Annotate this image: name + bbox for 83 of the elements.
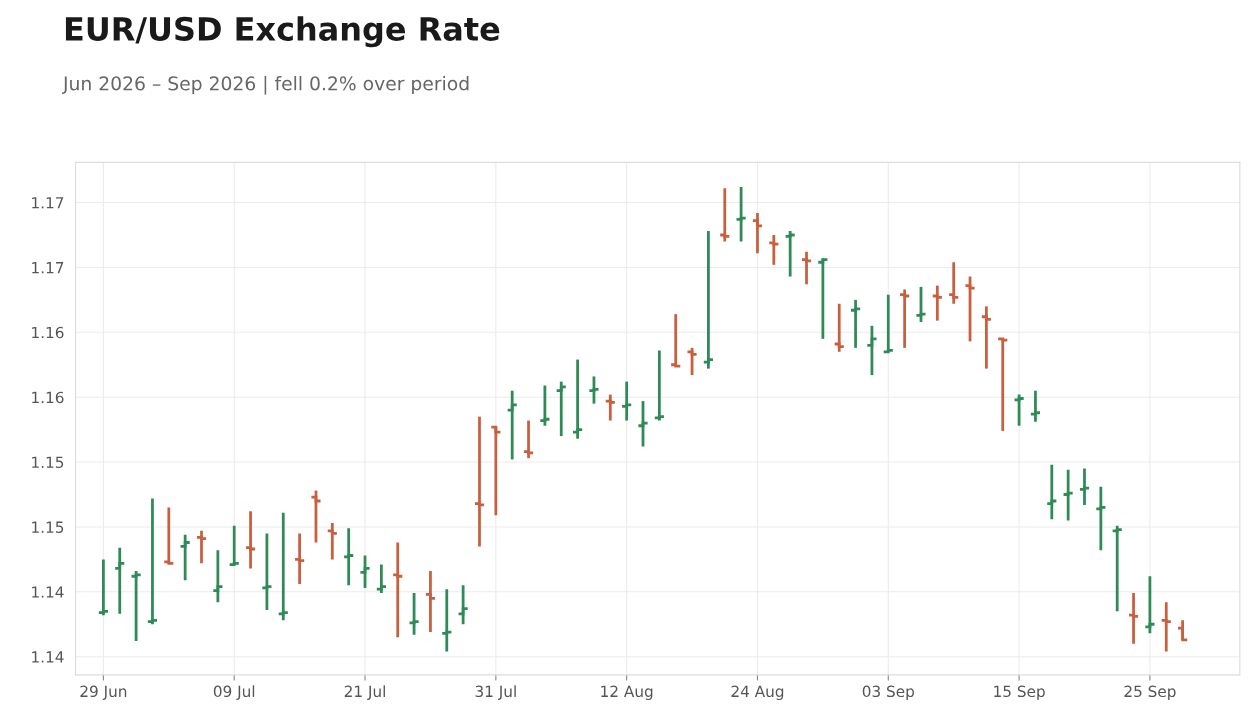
candlestick bbox=[800, 250, 813, 286]
x-tick-label: 31 Jul bbox=[475, 685, 516, 700]
candlestick bbox=[1013, 393, 1026, 428]
candlestick bbox=[751, 211, 764, 255]
candlestick bbox=[931, 284, 944, 323]
x-tick-label: 09 Jul bbox=[213, 685, 255, 700]
chart-subtitle: Jun 2026 – Sep 2026 | fell 0.2% over period bbox=[62, 75, 469, 95]
candlestick bbox=[915, 285, 927, 324]
candlestick bbox=[342, 526, 355, 587]
y-tick-label: 1.16 bbox=[32, 391, 64, 404]
candlestick bbox=[1160, 600, 1173, 653]
candlestick bbox=[162, 506, 175, 565]
candlestick bbox=[865, 324, 878, 377]
candlestick bbox=[669, 312, 682, 368]
candlestick bbox=[767, 233, 780, 267]
candlestick bbox=[1143, 574, 1156, 635]
candlestick bbox=[555, 380, 568, 438]
candlestick bbox=[653, 349, 666, 422]
candlestick bbox=[1127, 591, 1140, 646]
candlestick bbox=[506, 389, 519, 461]
candlestick bbox=[784, 229, 797, 278]
candlestick bbox=[1062, 468, 1075, 522]
candlestick bbox=[538, 384, 551, 428]
candlestick bbox=[996, 337, 1009, 433]
y-tick-label: 1.14 bbox=[32, 651, 64, 663]
candlestick bbox=[473, 415, 486, 548]
x-tick-label: 12 Aug bbox=[601, 685, 653, 701]
y-tick-label: 1.17 bbox=[32, 197, 64, 209]
candlestick bbox=[195, 529, 208, 565]
y-tick-label: 1.17 bbox=[32, 262, 64, 274]
x-tick-label: 25 Sep bbox=[1124, 685, 1176, 701]
candlestick bbox=[686, 346, 699, 377]
candlestick bbox=[244, 509, 257, 570]
candlestick bbox=[1176, 618, 1189, 642]
candlestick bbox=[359, 554, 371, 590]
candlestick bbox=[326, 521, 339, 561]
candlestick bbox=[424, 569, 437, 634]
candlestick bbox=[604, 393, 617, 422]
candlestick bbox=[637, 399, 649, 448]
candlestick bbox=[833, 302, 846, 354]
candlestick bbox=[964, 275, 977, 343]
candlestick bbox=[293, 532, 306, 586]
candlestick bbox=[1094, 485, 1107, 552]
candlestick bbox=[1029, 389, 1042, 424]
candlestick bbox=[947, 260, 960, 306]
y-tick-label: 1.16 bbox=[32, 326, 64, 339]
x-tick-label: 29 Jun bbox=[80, 685, 127, 700]
x-tick-label: 24 Aug bbox=[731, 685, 784, 701]
candlestick bbox=[211, 548, 224, 604]
x-tick-label: 21 Jul bbox=[344, 685, 385, 700]
candlestick bbox=[587, 375, 600, 406]
candlestick bbox=[1078, 467, 1091, 507]
candlestick bbox=[391, 541, 404, 639]
candlestick bbox=[179, 533, 192, 582]
candlestick bbox=[113, 546, 126, 616]
candlestick bbox=[571, 358, 584, 441]
candlestick bbox=[1045, 463, 1058, 521]
y-tick-label: 1.15 bbox=[32, 521, 64, 533]
candlestick bbox=[702, 229, 715, 371]
candlestick bbox=[489, 425, 502, 517]
candlestick bbox=[898, 288, 911, 350]
candlestick bbox=[816, 256, 829, 341]
candlestick bbox=[735, 185, 748, 243]
chart-title: EUR/USD Exchange Rate bbox=[65, 16, 500, 48]
candlestick bbox=[620, 380, 633, 422]
candlestick bbox=[375, 563, 388, 595]
candlestick bbox=[522, 419, 535, 460]
y-tick-label: 1.14 bbox=[32, 586, 64, 598]
candlestick bbox=[457, 583, 470, 626]
candlestick bbox=[849, 298, 862, 350]
candlestick bbox=[440, 587, 453, 653]
candlestick bbox=[146, 497, 159, 626]
candlestick bbox=[277, 511, 290, 622]
candlestick bbox=[882, 293, 895, 354]
candlestick bbox=[97, 557, 110, 617]
x-tick-label: 03 Sep bbox=[862, 685, 914, 701]
candlestick bbox=[408, 591, 421, 637]
candlestick bbox=[1111, 524, 1124, 613]
candlestick bbox=[718, 186, 731, 243]
candlestick bbox=[980, 304, 993, 371]
y-tick-label: 1.15 bbox=[32, 456, 64, 469]
x-tick-label: 15 Sep bbox=[994, 685, 1045, 701]
candlestick bbox=[228, 524, 241, 566]
